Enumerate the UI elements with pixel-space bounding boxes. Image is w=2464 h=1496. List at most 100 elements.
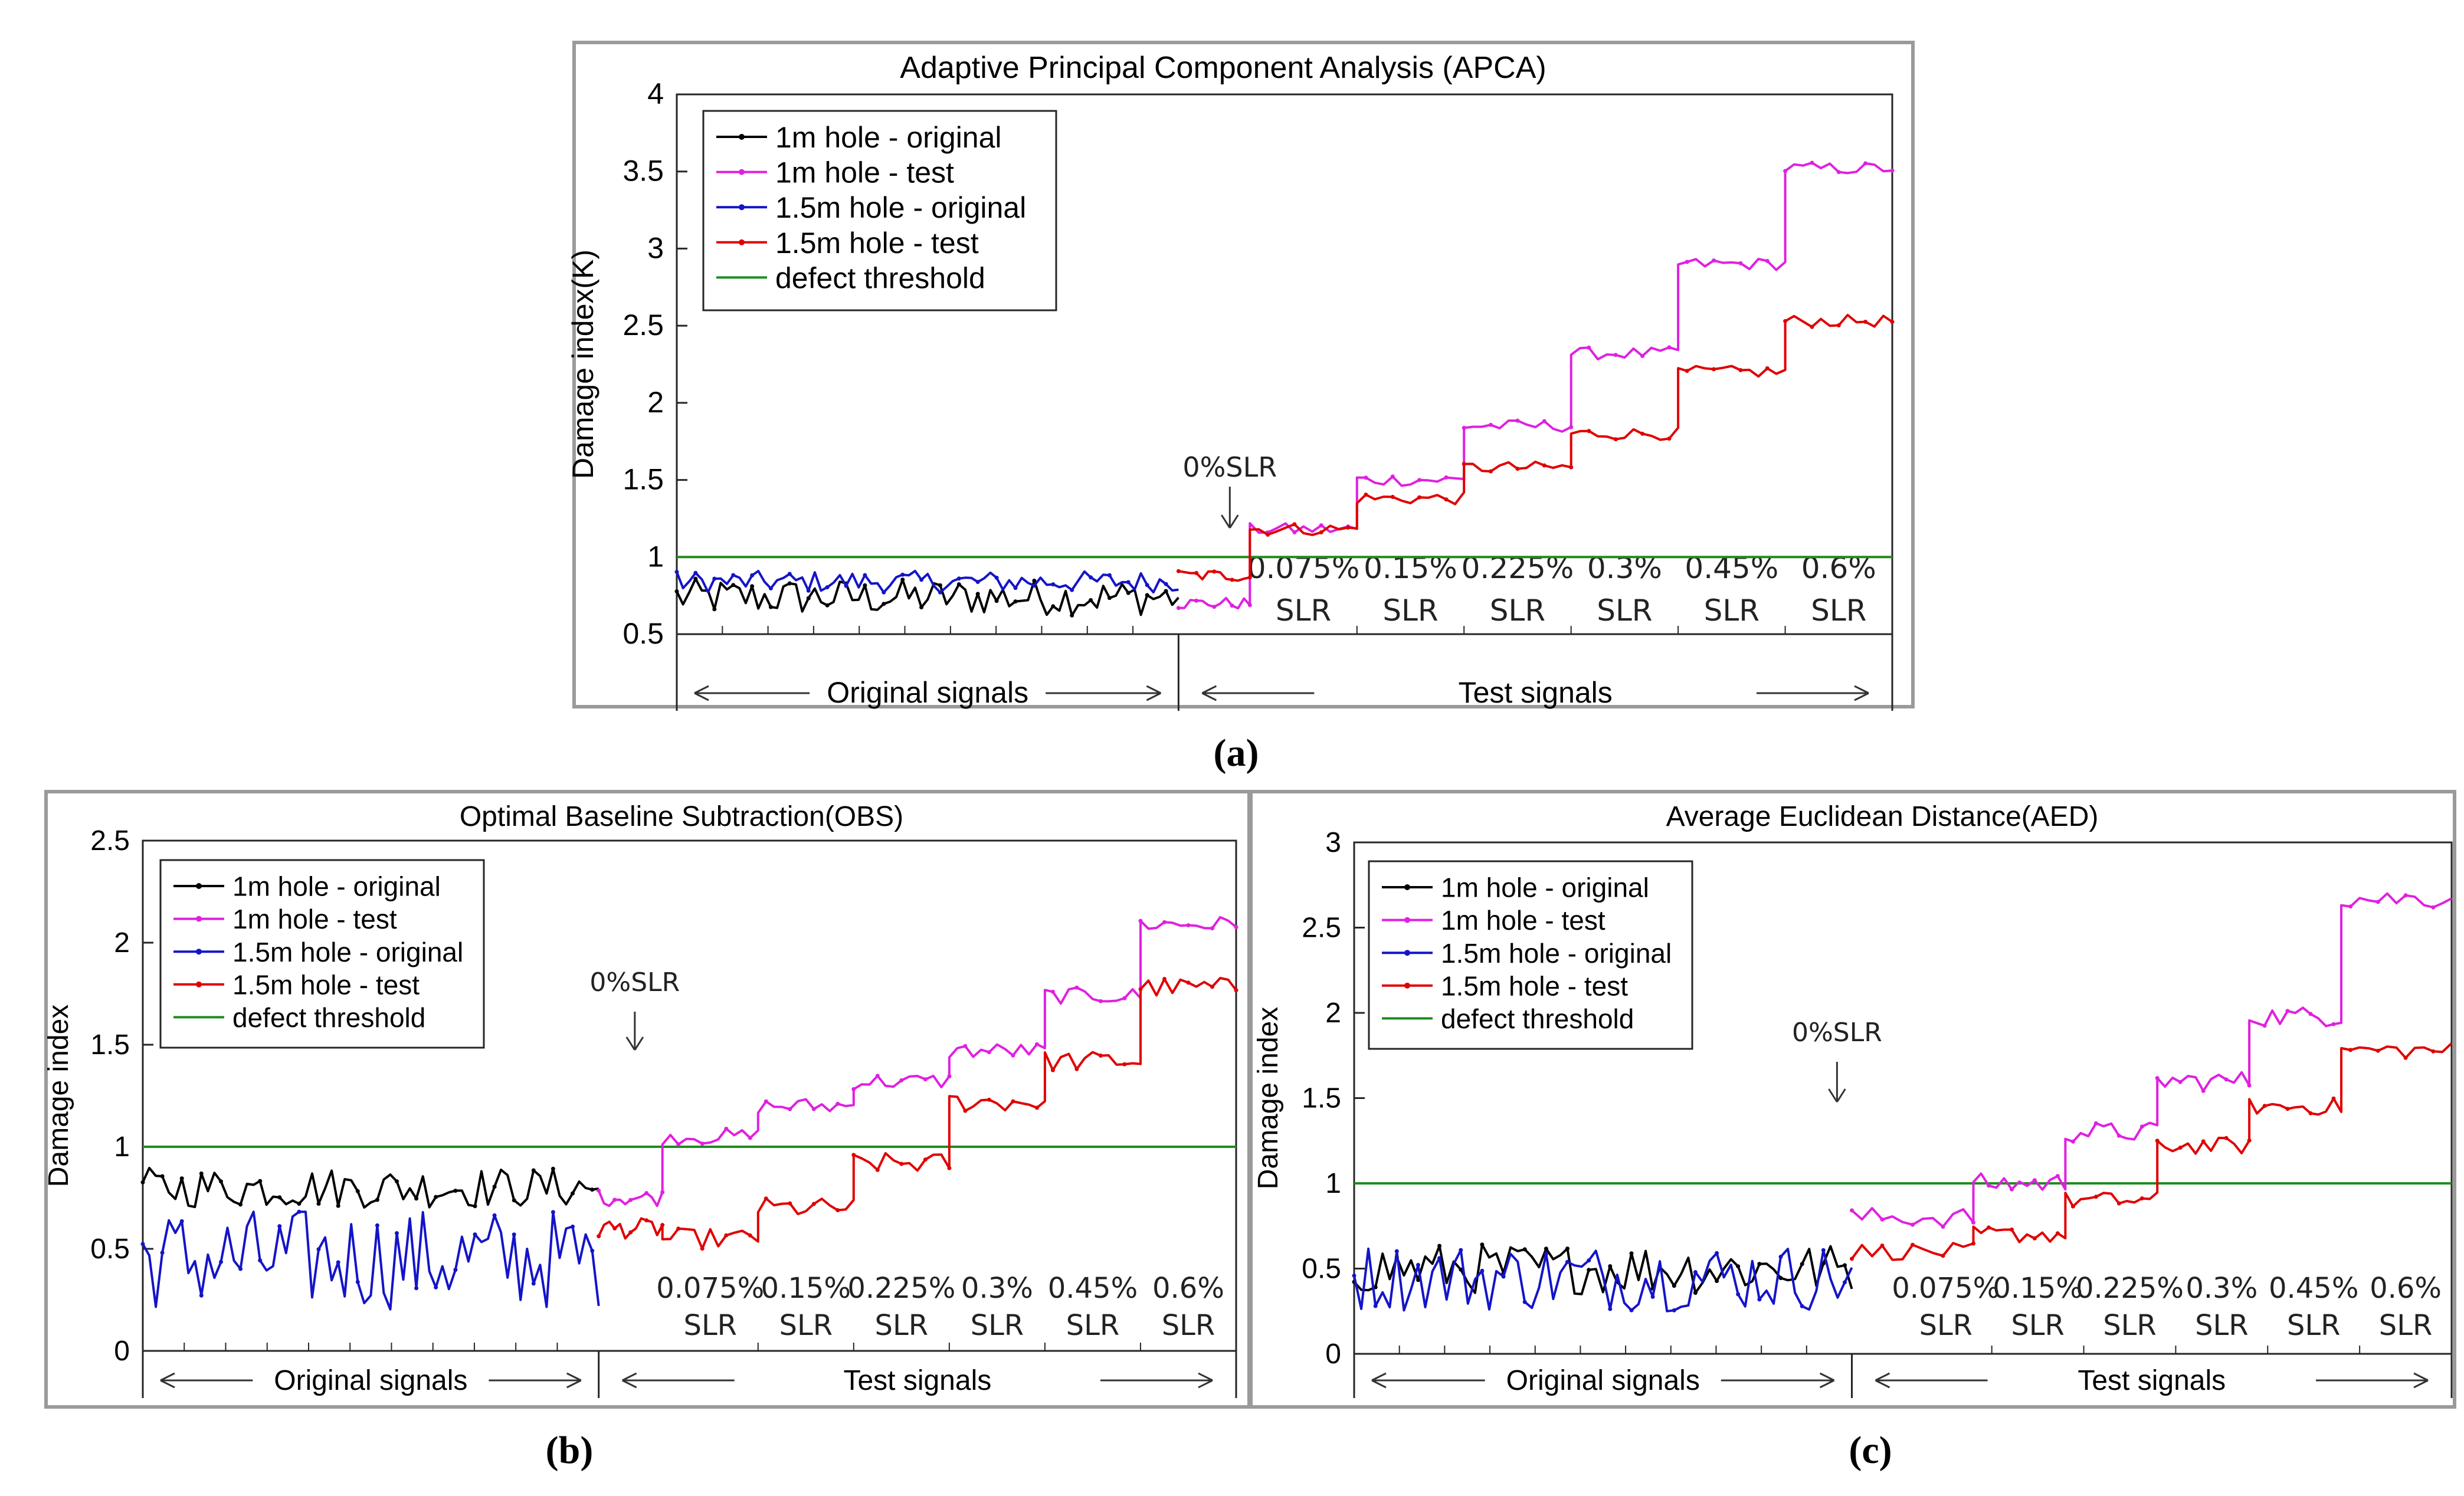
series-point bbox=[693, 570, 698, 575]
series-point bbox=[1098, 1054, 1103, 1058]
plot-area bbox=[676, 93, 1893, 635]
series-point bbox=[2431, 905, 2436, 910]
arrow-head bbox=[1854, 685, 1869, 701]
legend-label: 1m hole - test bbox=[1441, 905, 1605, 936]
series-point bbox=[571, 1191, 575, 1196]
series-point bbox=[1462, 425, 1466, 430]
series-point bbox=[1863, 161, 1868, 166]
arrow-head bbox=[2413, 1372, 2429, 1389]
series-point bbox=[2285, 1009, 2290, 1013]
series-point bbox=[1715, 1279, 1719, 1283]
y-tick-label: 3 bbox=[647, 231, 664, 264]
series-point bbox=[764, 1196, 768, 1201]
series-point bbox=[851, 1087, 856, 1091]
series-point bbox=[900, 572, 905, 577]
y-axis-label: Damage index bbox=[43, 1005, 74, 1187]
series-point bbox=[258, 1258, 263, 1263]
series-point bbox=[277, 1195, 282, 1200]
series-point bbox=[179, 1219, 184, 1223]
series-point bbox=[956, 582, 961, 586]
legend-marker bbox=[196, 883, 202, 889]
series-point bbox=[748, 1136, 752, 1140]
series-point bbox=[1417, 478, 1422, 483]
series-point bbox=[512, 1198, 516, 1203]
series-point bbox=[1212, 605, 1217, 609]
series-point bbox=[2139, 1196, 2144, 1200]
series-point bbox=[395, 1179, 399, 1184]
series-line-2 bbox=[142, 1210, 600, 1311]
series-point bbox=[963, 1044, 968, 1048]
series-point bbox=[2201, 1088, 2206, 1093]
series-point bbox=[1738, 368, 1743, 372]
series-point bbox=[336, 1203, 340, 1208]
series-point bbox=[660, 1223, 665, 1228]
series-point bbox=[1364, 493, 1368, 497]
panel-b: Optimal Baseline Subtraction(OBS) 0 0.5 1 1.… bbox=[43, 790, 1251, 1472]
series-point bbox=[644, 1191, 649, 1195]
series-point bbox=[2431, 1049, 2436, 1054]
series-point bbox=[1515, 467, 1520, 471]
series-point bbox=[975, 580, 980, 584]
series-point bbox=[1070, 588, 1074, 592]
series-point bbox=[375, 1198, 379, 1202]
slr-unit-label: SLR bbox=[1919, 1309, 1972, 1342]
series-point bbox=[1459, 1267, 1463, 1272]
slr-percent-label: 0.225% bbox=[847, 1272, 955, 1305]
series-point bbox=[1569, 465, 1574, 470]
series-point bbox=[1050, 1068, 1055, 1072]
series-point bbox=[1247, 575, 1252, 580]
series-point bbox=[938, 590, 942, 595]
panel-caption: (a) bbox=[1214, 731, 1259, 775]
series-point bbox=[1417, 495, 1422, 500]
series-point bbox=[590, 1248, 595, 1253]
y-tick-label: 1.5 bbox=[1302, 1083, 1341, 1114]
series-point bbox=[750, 584, 755, 589]
series-point bbox=[1821, 1248, 1826, 1252]
legend-marker bbox=[196, 916, 202, 922]
series-point bbox=[1765, 258, 1770, 263]
series-point bbox=[531, 1168, 536, 1173]
series-point bbox=[923, 1157, 928, 1162]
series-point bbox=[844, 583, 848, 588]
series-point bbox=[1034, 1042, 1039, 1046]
series-point bbox=[2070, 1139, 2075, 1144]
series-point bbox=[1650, 1294, 1655, 1299]
arrow-head bbox=[1371, 1372, 1387, 1389]
series-point bbox=[2010, 1227, 2014, 1232]
series-point bbox=[1011, 1053, 1015, 1058]
series-point bbox=[355, 1189, 360, 1193]
y-tick-label: 0 bbox=[114, 1336, 130, 1367]
series-point bbox=[597, 1188, 601, 1193]
slr-percent-label: 0.3% bbox=[2186, 1272, 2257, 1305]
series-point bbox=[1089, 575, 1093, 580]
series-point bbox=[787, 581, 792, 586]
series-point bbox=[1941, 1225, 1945, 1229]
legend-marker bbox=[196, 949, 202, 955]
segment-label-test: Test signals bbox=[2078, 1365, 2226, 1396]
series-point bbox=[1126, 580, 1131, 585]
series-point bbox=[1542, 463, 1546, 468]
series-point bbox=[2348, 1048, 2353, 1052]
legend-label: defect threshold bbox=[232, 1002, 425, 1033]
series-point bbox=[1319, 523, 1323, 528]
series-point bbox=[316, 1247, 321, 1252]
series-point bbox=[975, 592, 980, 596]
series-point bbox=[1569, 425, 1574, 429]
y-tick-label: 1 bbox=[647, 540, 664, 573]
series-point bbox=[1346, 525, 1351, 530]
series-point bbox=[1712, 258, 1716, 263]
series-point bbox=[788, 1201, 792, 1206]
slr-percent-label: 0.225% bbox=[2076, 1272, 2184, 1305]
series-point bbox=[1515, 418, 1520, 423]
series-point bbox=[811, 1202, 816, 1206]
series-point bbox=[1107, 573, 1112, 578]
series-point bbox=[1880, 1217, 1885, 1222]
series-point bbox=[492, 1185, 497, 1189]
series-point bbox=[2070, 1204, 2075, 1209]
legend-label: 1.5m hole - original bbox=[1441, 938, 1672, 969]
series-point bbox=[863, 583, 867, 588]
series-point bbox=[1890, 320, 1895, 324]
arrow-head bbox=[1198, 1372, 1213, 1389]
series-point bbox=[434, 1195, 438, 1199]
